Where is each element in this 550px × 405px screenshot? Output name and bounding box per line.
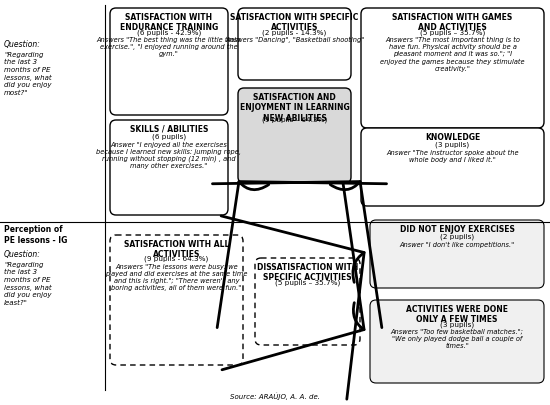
Text: (6 pupils - 42.9%): (6 pupils - 42.9%) bbox=[137, 29, 201, 36]
Text: Answers "The most important thing is to
have fun. Physical activity should be a
: Answers "The most important thing is to … bbox=[380, 37, 525, 72]
Text: Answer "I don't like competitions.": Answer "I don't like competitions." bbox=[399, 241, 515, 247]
Text: Answers "Too few basketball matches.";
"We only played dodge ball a couple of
ti: Answers "Too few basketball matches."; "… bbox=[390, 329, 524, 349]
Text: (5 pupils – 35.7%): (5 pupils – 35.7%) bbox=[275, 279, 340, 286]
Text: (2 pupils): (2 pupils) bbox=[440, 234, 474, 240]
Text: Answers "The best thing was the little train
exercise.", "I enjoyed running arou: Answers "The best thing was the little t… bbox=[97, 37, 241, 57]
Text: SATISFACTION WITH SPECIFIC
ACTIVITIES: SATISFACTION WITH SPECIFIC ACTIVITIES bbox=[230, 13, 359, 32]
FancyBboxPatch shape bbox=[110, 235, 243, 365]
Text: KNOWLEDGE: KNOWLEDGE bbox=[425, 133, 480, 142]
Text: Question:: Question: bbox=[4, 250, 41, 259]
FancyBboxPatch shape bbox=[255, 258, 360, 345]
FancyBboxPatch shape bbox=[238, 88, 351, 183]
FancyBboxPatch shape bbox=[361, 8, 544, 128]
Text: (5 pupils – 35.7%): (5 pupils – 35.7%) bbox=[420, 29, 485, 36]
Text: DID NOT ENJOY EXERCISES: DID NOT ENJOY EXERCISES bbox=[399, 225, 514, 234]
Text: (9 pupils - 64.3%): (9 pupils - 64.3%) bbox=[144, 256, 208, 262]
Text: SATISFACTION AND
ENJOYMENT IN LEARNING
NEW ABILITIES: SATISFACTION AND ENJOYMENT IN LEARNING N… bbox=[240, 93, 349, 123]
FancyBboxPatch shape bbox=[361, 128, 544, 206]
Text: SATISFACTION WITH GAMES
AND ACTIVITIES: SATISFACTION WITH GAMES AND ACTIVITIES bbox=[392, 13, 513, 32]
Text: Answers "Dancing", "Basketball shooting": Answers "Dancing", "Basketball shooting" bbox=[225, 37, 364, 43]
Text: ACTIVITIES WERE DONE
ONLY A FEW TIMES: ACTIVITIES WERE DONE ONLY A FEW TIMES bbox=[406, 305, 508, 324]
Text: Answer "I enjoyed all the exercises
because I learned new skills: jumping rope,
: Answer "I enjoyed all the exercises beca… bbox=[96, 141, 241, 169]
FancyBboxPatch shape bbox=[370, 220, 544, 288]
Text: DISSATISFACTION WITH
SPECIFIC ACTIVITIES: DISSATISFACTION WITH SPECIFIC ACTIVITIES bbox=[257, 263, 358, 282]
Text: SATISFACTION WITH
ENDURANCE TRAINING: SATISFACTION WITH ENDURANCE TRAINING bbox=[120, 13, 218, 32]
Text: SKILLS / ABILITIES: SKILLS / ABILITIES bbox=[130, 125, 208, 134]
Text: (9 pupils – 64.3%): (9 pupils – 64.3%) bbox=[262, 117, 327, 123]
Text: Source: ARAÚJO, A. A. de.: Source: ARAÚJO, A. A. de. bbox=[230, 392, 320, 400]
Text: (3 pupils): (3 pupils) bbox=[440, 321, 474, 328]
Text: SATISFACTION WITH ALL
ACTIVITIES: SATISFACTION WITH ALL ACTIVITIES bbox=[124, 240, 229, 259]
Text: (3 pupils): (3 pupils) bbox=[436, 141, 470, 148]
Text: (2 pupils - 14.3%): (2 pupils - 14.3%) bbox=[262, 29, 327, 36]
Text: "Regarding
the last 3
months of PE
lessons, what
did you enjoy
most?": "Regarding the last 3 months of PE lesso… bbox=[4, 52, 52, 96]
Text: Question:: Question: bbox=[4, 40, 41, 49]
Text: (6 pupils): (6 pupils) bbox=[152, 134, 186, 140]
Text: Perception of
PE lessons - IG: Perception of PE lessons - IG bbox=[4, 225, 67, 245]
FancyBboxPatch shape bbox=[370, 300, 544, 383]
Text: "Regarding
the last 3
months of PE
lessons, what
did you enjoy
least?": "Regarding the last 3 months of PE lesso… bbox=[4, 262, 52, 306]
FancyBboxPatch shape bbox=[238, 8, 351, 80]
Text: Answers "The lessons were busy: we
played and did exercises at the same time
and: Answers "The lessons were busy: we playe… bbox=[105, 264, 248, 291]
Text: Answer "The instructor spoke about the
whole body and I liked it.": Answer "The instructor spoke about the w… bbox=[386, 149, 519, 163]
FancyBboxPatch shape bbox=[110, 8, 228, 115]
FancyBboxPatch shape bbox=[110, 120, 228, 215]
